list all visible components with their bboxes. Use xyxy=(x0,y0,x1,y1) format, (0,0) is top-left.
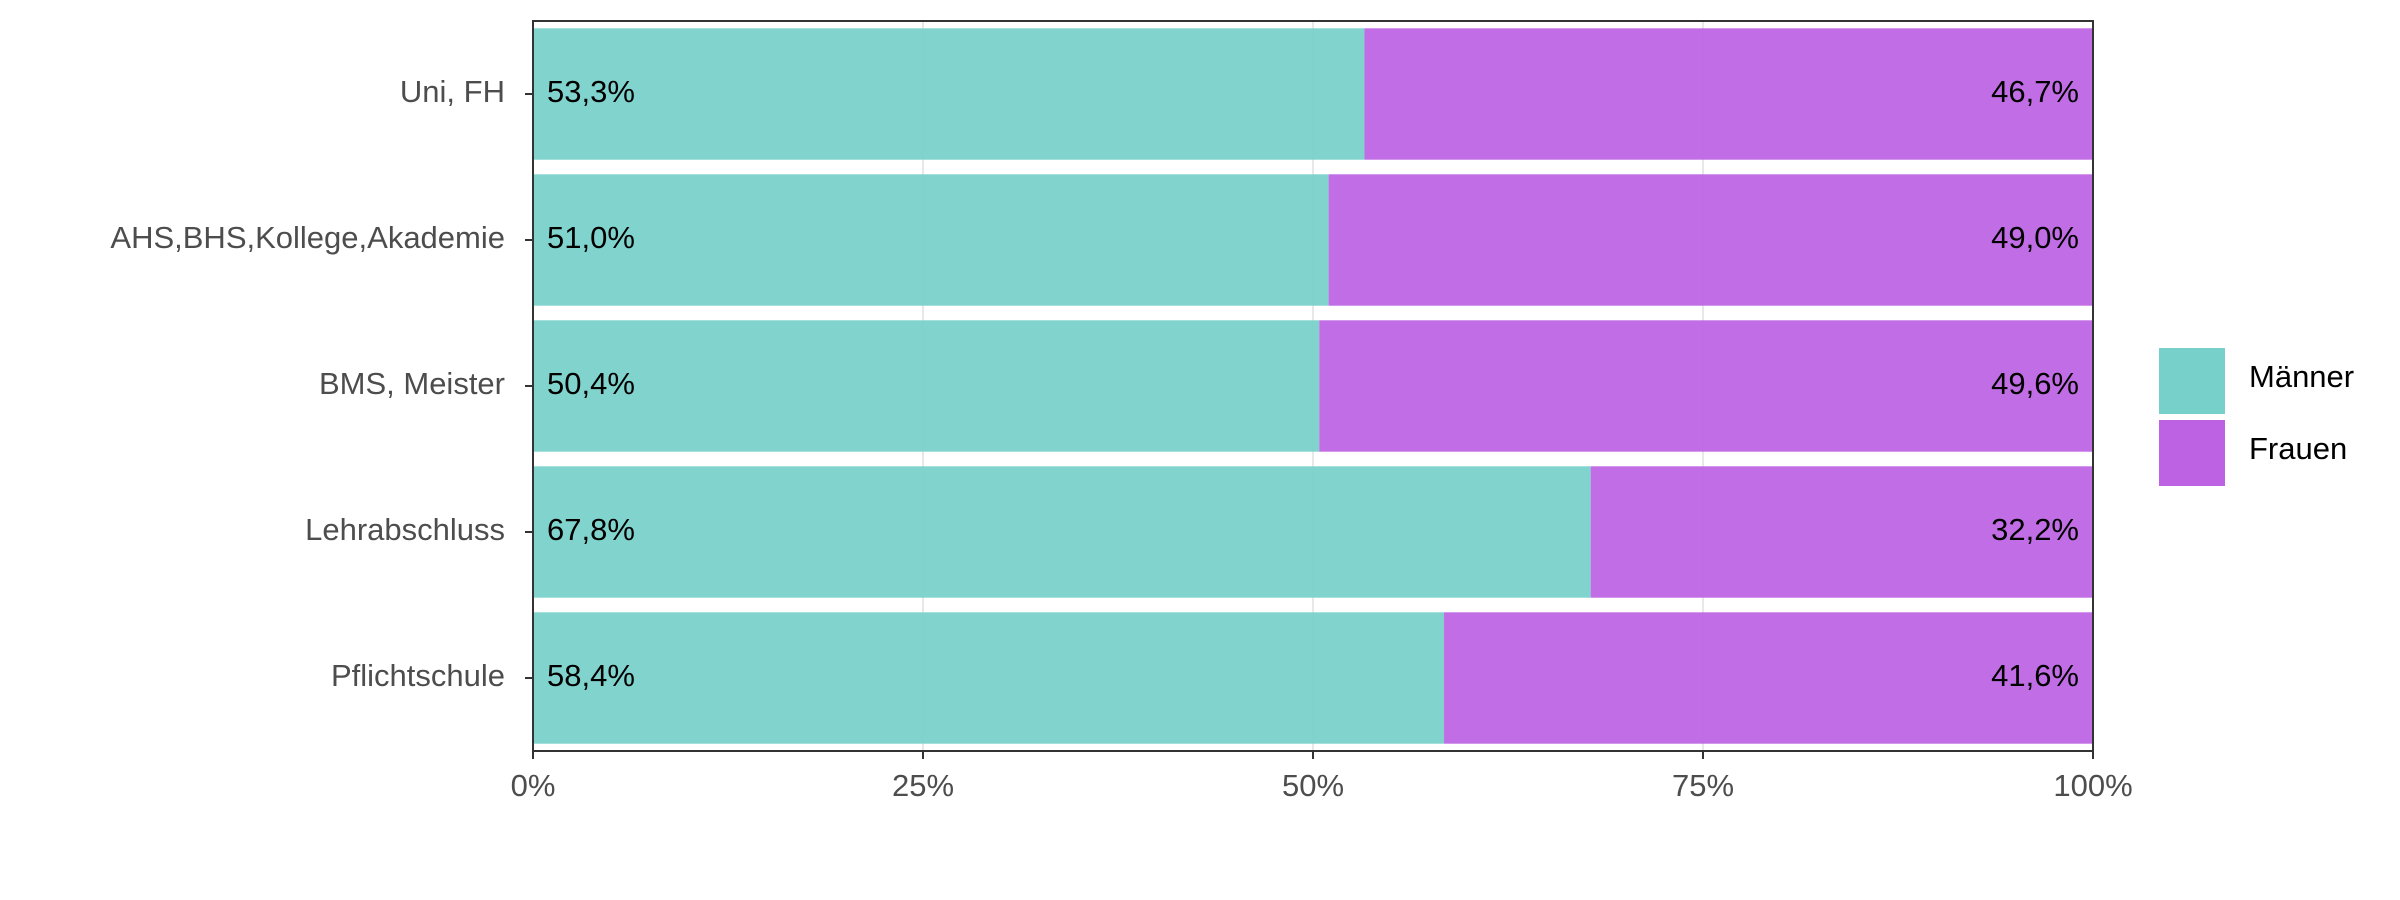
value-label: 49,0% xyxy=(1991,220,2079,255)
value-label: 58,4% xyxy=(547,658,635,693)
legend-label: Frauen xyxy=(2249,431,2347,466)
value-label: 51,0% xyxy=(547,220,635,255)
bar-segment xyxy=(1590,466,2093,598)
y-tick-label: BMS, Meister xyxy=(319,366,505,401)
y-tick-label: AHS,BHS,Kollege,Akademie xyxy=(110,220,505,255)
y-tick-label: Uni, FH xyxy=(400,74,505,109)
bar-segment xyxy=(1364,28,2093,160)
bar-segment xyxy=(1444,612,2093,744)
bar-segment xyxy=(533,320,1320,452)
value-label: 67,8% xyxy=(547,512,635,547)
bar-segment xyxy=(1319,320,2093,452)
x-tick-label: 50% xyxy=(1282,768,1344,803)
bar-segment xyxy=(1328,174,2093,306)
legend-key xyxy=(2159,348,2225,414)
bar-segment xyxy=(533,612,1445,744)
legend-key xyxy=(2159,420,2225,486)
value-label: 41,6% xyxy=(1991,658,2079,693)
legend-label: Männer xyxy=(2249,359,2354,394)
value-label: 53,3% xyxy=(547,74,635,109)
x-tick-label: 100% xyxy=(2053,768,2132,803)
bar-segment xyxy=(533,28,1365,160)
bar-segment xyxy=(533,174,1329,306)
y-tick-label: Pflichtschule xyxy=(331,658,505,693)
value-label: 49,6% xyxy=(1991,366,2079,401)
x-tick-label: 25% xyxy=(892,768,954,803)
value-label: 32,2% xyxy=(1991,512,2079,547)
bar-segment xyxy=(533,466,1591,598)
x-tick-label: 75% xyxy=(1672,768,1734,803)
y-tick-label: Lehrabschluss xyxy=(305,512,505,547)
value-label: 50,4% xyxy=(547,366,635,401)
plot-border xyxy=(532,20,2094,752)
value-label: 46,7% xyxy=(1991,74,2079,109)
x-tick-label: 0% xyxy=(511,768,556,803)
